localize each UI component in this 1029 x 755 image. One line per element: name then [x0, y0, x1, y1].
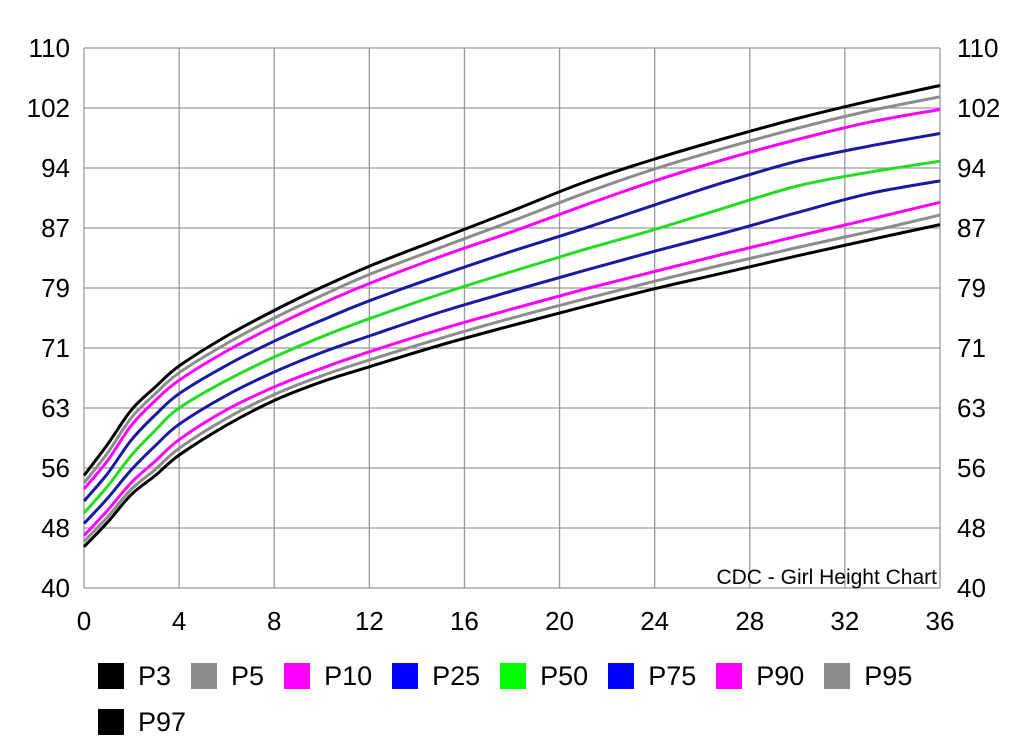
series-line-p50	[82, 159, 941, 514]
y-tick-label-left: 102	[27, 93, 70, 123]
legend-label: P90	[756, 660, 805, 691]
legend-label: P97	[138, 706, 187, 737]
legend-item-p10: P10	[284, 660, 372, 692]
y-axis-left: 40 48 56 63 71 79 87 94 102 110	[27, 33, 70, 603]
legend-swatch	[500, 663, 527, 689]
y-tick-label-left: 71	[41, 333, 70, 363]
y-tick-label-right: 79	[957, 273, 986, 303]
x-axis: 0 4 8 12 16 20 24 28 32 36	[77, 606, 955, 636]
legend-item-p90: P90	[716, 660, 804, 692]
y-tick-label-right: 63	[957, 393, 986, 423]
y-tick-label-left: 63	[41, 393, 70, 423]
series-line-p25	[82, 179, 941, 525]
legend-swatch	[98, 709, 124, 735]
legend-item-p97: P97	[98, 706, 186, 738]
legend-label: P50	[540, 660, 589, 691]
legend-item-p95: P95	[824, 660, 912, 692]
y-tick-label-right: 94	[957, 153, 986, 183]
legend-swatch	[392, 663, 419, 689]
y-tick-label-right: 56	[957, 453, 986, 483]
x-tick-label: 4	[172, 606, 186, 636]
y-tick-label-right: 71	[957, 333, 986, 363]
x-tick-label: 0	[77, 606, 91, 636]
series-line-p3	[82, 223, 941, 548]
y-tick-label-right: 110	[957, 33, 998, 63]
y-tick-label-left: 56	[41, 453, 70, 483]
chart-grid	[83, 47, 941, 589]
x-tick-label: 16	[450, 606, 479, 636]
legend-item-p50: P50	[500, 660, 588, 692]
x-tick-label: 24	[640, 606, 669, 636]
series-line-p90	[82, 108, 941, 490]
x-tick-label: 36	[926, 606, 955, 636]
y-tick-label-left: 94	[41, 153, 70, 183]
y-tick-label-left: 87	[41, 213, 70, 243]
legend-swatch	[716, 663, 743, 689]
y-tick-label-right: 48	[957, 513, 986, 543]
y-axis-right: 40 48 56 63 71 79 87 94 102 110	[957, 33, 1000, 603]
legend-swatch	[824, 663, 851, 689]
series-line-p95	[82, 95, 941, 484]
y-tick-label-left: 48	[41, 513, 70, 543]
y-tick-label-left: 40	[41, 573, 70, 603]
legend-label: P5	[231, 660, 265, 691]
y-tick-label-right: 87	[957, 213, 986, 243]
y-tick-label-left: 110	[29, 33, 70, 63]
x-tick-label: 20	[545, 606, 574, 636]
legend-swatch	[98, 663, 124, 689]
y-tick-label-left: 79	[41, 273, 70, 303]
x-tick-label: 12	[355, 606, 384, 636]
x-tick-label: 32	[830, 606, 859, 636]
legend-label: P10	[324, 660, 373, 691]
series-line-p75	[82, 132, 941, 502]
legend-item-p75: P75	[608, 660, 696, 692]
legend-swatch	[191, 663, 218, 689]
legend-item-p3: P3	[98, 660, 171, 692]
legend-swatch	[284, 663, 311, 689]
series-line-p97	[82, 84, 941, 477]
legend-item-p5: P5	[191, 660, 264, 692]
chart-series-lines	[82, 84, 941, 548]
x-tick-label: 28	[735, 606, 764, 636]
legend-label: P25	[432, 660, 481, 691]
legend-label: P3	[138, 660, 172, 691]
series-line-p5	[82, 213, 941, 543]
chart-description: CDC - Girl Height Chart	[716, 566, 937, 589]
x-tick-label: 8	[267, 606, 281, 636]
y-tick-label-right: 102	[957, 93, 1000, 123]
legend-label: P75	[648, 660, 697, 691]
y-tick-label-right: 40	[957, 573, 986, 603]
series-line-p10	[82, 200, 941, 537]
chart-legend: P3 P5 P10 P25 P50 P75 P90 P95 P97	[98, 660, 998, 738]
legend-label: P95	[864, 660, 913, 691]
legend-swatch	[608, 663, 635, 689]
legend-item-p25: P25	[392, 660, 480, 692]
